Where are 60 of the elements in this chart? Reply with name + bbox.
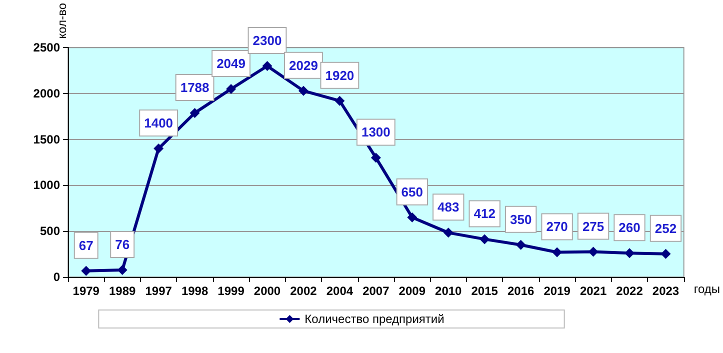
x-tick-label: 1999	[218, 284, 245, 298]
x-tick-label: 2023	[652, 284, 680, 298]
point	[588, 246, 598, 257]
data-label: 1300	[361, 124, 390, 140]
point	[226, 84, 236, 94]
x-tick-label: 2007	[362, 284, 390, 298]
x-tick-label: 2015	[471, 284, 498, 298]
x-tick-label: 2021	[580, 284, 607, 298]
x-tick-label: 2022	[616, 284, 644, 298]
point	[552, 247, 562, 258]
data-label: 76	[115, 237, 130, 252]
data-label: 350	[510, 212, 532, 227]
x-tick-label: 2016	[507, 284, 534, 298]
y-tick-label: 1500	[33, 132, 60, 146]
x-axis-title: годы	[694, 282, 720, 296]
point	[370, 152, 381, 163]
point	[443, 228, 454, 238]
x-tick-label: 1989	[108, 284, 136, 298]
x-tick-label: 2010	[435, 284, 462, 298]
data-label: 1788	[180, 80, 210, 95]
x-tick-label: 1997	[145, 284, 172, 298]
data-label: 483	[438, 200, 460, 215]
x-tick-label: 1998	[181, 284, 208, 298]
y-tick-label: 500	[40, 224, 60, 238]
point	[480, 234, 490, 244]
y-tick-label: 2000	[33, 86, 60, 100]
point	[334, 96, 345, 106]
point	[516, 240, 526, 250]
data-label: 260	[618, 220, 640, 236]
point	[81, 266, 92, 276]
point	[407, 212, 418, 222]
data-label: 650	[401, 184, 424, 200]
point	[154, 144, 164, 154]
legend-label: Количество предприятий	[304, 312, 444, 326]
y-tick-label: 1000	[33, 178, 60, 192]
data-label: 2029	[289, 58, 318, 73]
x-tick-label: 2000	[254, 284, 281, 298]
point	[190, 108, 200, 118]
point	[624, 248, 635, 258]
data-label: 67	[78, 238, 94, 253]
x-tick-label: 2009	[398, 284, 426, 298]
y-axis-title: кол-во	[55, 2, 69, 39]
data-label: 2049	[216, 56, 246, 71]
x-tick-label: 1979	[72, 284, 100, 298]
x-tick-label: 2002	[290, 284, 318, 298]
data-label: 412	[474, 206, 496, 222]
point	[660, 248, 671, 259]
data-label: 275	[582, 218, 604, 234]
point	[262, 60, 272, 71]
x-tick-label: 2019	[544, 284, 571, 298]
data-label: 252	[654, 220, 677, 236]
data-label: 270	[546, 219, 568, 234]
data-label: 1920	[325, 68, 354, 83]
x-tick-label: 2004	[326, 284, 354, 298]
point	[298, 86, 308, 96]
point	[117, 265, 128, 276]
y-tick-label: 2500	[33, 40, 60, 55]
y-tick-label: 0	[53, 270, 60, 284]
data-label: 1400	[144, 116, 174, 131]
data-label: 2300	[252, 32, 282, 48]
